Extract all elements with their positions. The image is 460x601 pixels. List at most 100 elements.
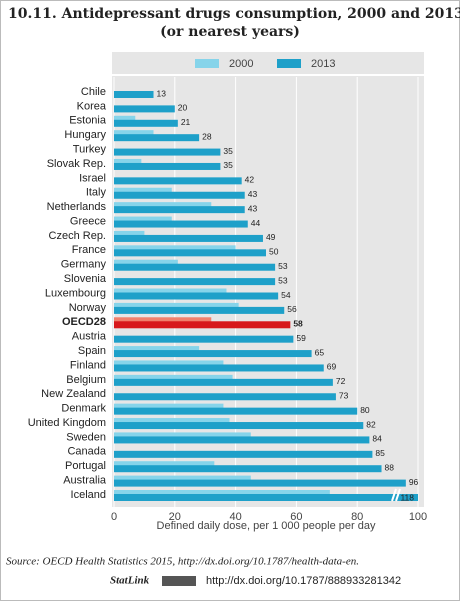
- statlink-label: StatLink: [110, 575, 150, 587]
- x-axis-label: Defined daily dose, per 1 000 people per…: [157, 520, 376, 532]
- category-label: Hungary: [64, 129, 106, 141]
- bar: [114, 91, 154, 98]
- bar: [114, 306, 285, 314]
- bar: [114, 288, 227, 294]
- bar: [114, 418, 230, 424]
- value-label: 69: [327, 362, 337, 372]
- category-label: Israel: [79, 172, 106, 184]
- chart-title: 10.11. Antidepressant drugs consumption,…: [8, 6, 460, 22]
- bar: [114, 115, 136, 121]
- legend-swatch: [277, 59, 301, 68]
- bar: [114, 230, 145, 236]
- bar: [114, 292, 279, 300]
- bar: [114, 432, 251, 438]
- x-tick-label: 80: [351, 511, 363, 523]
- value-label: 49: [266, 232, 276, 242]
- bar: [114, 105, 175, 113]
- bar: [114, 360, 224, 366]
- bar: [114, 403, 224, 409]
- bars: [114, 91, 418, 501]
- bar: [114, 134, 200, 142]
- value-label: 53: [278, 275, 288, 285]
- category-label: Austria: [72, 331, 107, 343]
- value-label: 28: [202, 131, 212, 141]
- category-label: Finland: [70, 359, 106, 371]
- value-label: 88: [385, 462, 395, 472]
- category-label: Iceland: [71, 489, 106, 501]
- value-label: 73: [339, 391, 349, 401]
- value-label: 13: [157, 88, 167, 98]
- value-label: 20: [178, 103, 188, 113]
- value-label: 96: [409, 477, 419, 487]
- x-tick-label: 40: [229, 511, 241, 523]
- x-tick-label: 20: [169, 511, 181, 523]
- bar: [114, 321, 291, 329]
- bar: [114, 479, 406, 487]
- bar: [114, 245, 236, 251]
- bar: [114, 378, 333, 386]
- category-label: Korea: [77, 100, 107, 112]
- bar: [114, 187, 172, 193]
- value-label: 85: [375, 448, 385, 458]
- value-label: 50: [269, 247, 279, 257]
- category-label: Chile: [81, 86, 106, 98]
- x-tick-label: 60: [290, 511, 302, 523]
- category-label: Netherlands: [47, 201, 107, 213]
- bar: [114, 450, 373, 458]
- bar: [114, 465, 382, 473]
- value-label: 53: [278, 261, 288, 271]
- category-label: Czech Rep.: [49, 230, 106, 242]
- category-label: Germany: [61, 259, 107, 271]
- category-label: New Zealand: [41, 388, 106, 400]
- value-label: 82: [366, 419, 376, 429]
- bar: [114, 130, 154, 136]
- category-label: United Kingdom: [28, 417, 106, 429]
- category-label: Luxembourg: [45, 287, 106, 299]
- axis-break: [395, 488, 401, 502]
- category-label: Belgium: [66, 374, 106, 386]
- category-label: France: [72, 244, 106, 256]
- bar: [114, 317, 212, 323]
- category-label: Italy: [86, 187, 107, 199]
- bar: [114, 263, 276, 271]
- value-label: 35: [223, 160, 233, 170]
- bar: [114, 162, 221, 170]
- value-label: 43: [248, 203, 258, 213]
- category-label: Norway: [69, 302, 107, 314]
- bar: [114, 461, 215, 467]
- value-label: 59: [296, 333, 306, 343]
- category-label: Slovenia: [64, 273, 107, 285]
- bar: [114, 346, 200, 352]
- bar: [114, 302, 239, 308]
- value-label: 84: [372, 434, 382, 444]
- bar: [114, 350, 312, 358]
- bar: [114, 202, 212, 208]
- bar: [114, 490, 330, 495]
- axis-break: [391, 488, 397, 502]
- statlink-url: http://dx.doi.org/10.1787/888933281342: [206, 575, 401, 587]
- bar: [114, 393, 336, 401]
- value-label: 21: [181, 117, 191, 127]
- bar: [114, 148, 221, 156]
- bar: [114, 278, 276, 286]
- value-label: 80: [360, 405, 370, 415]
- value-label: 65: [315, 347, 325, 357]
- bar: [114, 220, 248, 228]
- bar: [114, 119, 178, 127]
- value-label: 56: [287, 304, 297, 314]
- bar: [114, 177, 242, 185]
- legend-label: 2013: [311, 58, 335, 70]
- bar: [114, 216, 172, 222]
- bar: [114, 335, 294, 343]
- bar: [114, 206, 245, 214]
- value-label: 43: [248, 189, 258, 199]
- bar: [114, 191, 245, 199]
- bar: [114, 364, 324, 372]
- statlink-icon: [162, 576, 196, 586]
- legend-label: 2000: [229, 58, 253, 70]
- bar: [114, 259, 178, 265]
- bar: [114, 158, 142, 164]
- value-label: 35: [223, 146, 233, 156]
- bar: [114, 374, 233, 380]
